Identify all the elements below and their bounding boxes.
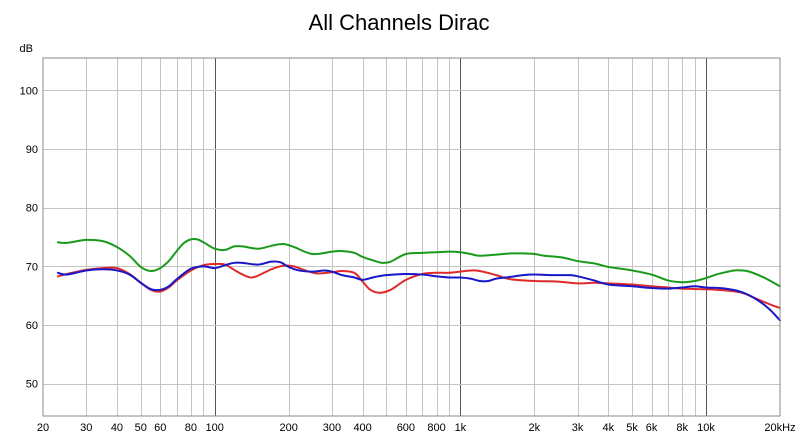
x-tick-label: 4k: [602, 422, 614, 434]
series-line: [56, 237, 781, 288]
x-tick-label: 400: [353, 422, 371, 434]
x-tick-label: 30: [80, 422, 92, 434]
x-tick-label: 6k: [646, 422, 658, 434]
x-tick-label: 80: [185, 422, 197, 434]
tick-labels: 20 30 40 50 60 80 100 200 300 400 600 800 1k 2k 3k 4k 5k…: [20, 85, 796, 434]
grid: [43, 58, 780, 416]
x-tick-label: 20kHz: [764, 422, 795, 434]
x-tick-label: 8k: [676, 422, 688, 434]
x-tick-label: 100: [206, 422, 224, 434]
x-tick-label: 300: [323, 422, 341, 434]
y-tick-label: 50: [26, 379, 38, 391]
chart-title: All Channels Dirac: [309, 10, 490, 35]
y-tick-label: 90: [26, 144, 38, 156]
y-tick-label: 100: [20, 85, 38, 97]
y-tick-label: 60: [26, 320, 38, 332]
x-tick-label: 20: [37, 422, 49, 434]
x-tick-label: 50: [135, 422, 147, 434]
series-line: [56, 260, 781, 322]
x-tick-label: 3k: [572, 422, 584, 434]
series-group: [56, 237, 781, 322]
x-tick-label: 2k: [529, 422, 541, 434]
y-tick-label: 70: [26, 261, 38, 273]
x-tick-label: 5k: [626, 422, 638, 434]
x-tick-label: 600: [397, 422, 415, 434]
plot-area: [43, 58, 780, 416]
y-axis-unit-label: dB: [20, 43, 33, 55]
x-tick-label: 1k: [455, 422, 467, 434]
x-tick-label: 60: [154, 422, 166, 434]
x-tick-label: 800: [427, 422, 445, 434]
y-tick-label: 80: [26, 203, 38, 215]
x-tick-label: 200: [279, 422, 297, 434]
x-tick-label: 10k: [697, 422, 715, 434]
x-tick-label: 40: [111, 422, 123, 434]
plot-frame: [42, 57, 781, 417]
